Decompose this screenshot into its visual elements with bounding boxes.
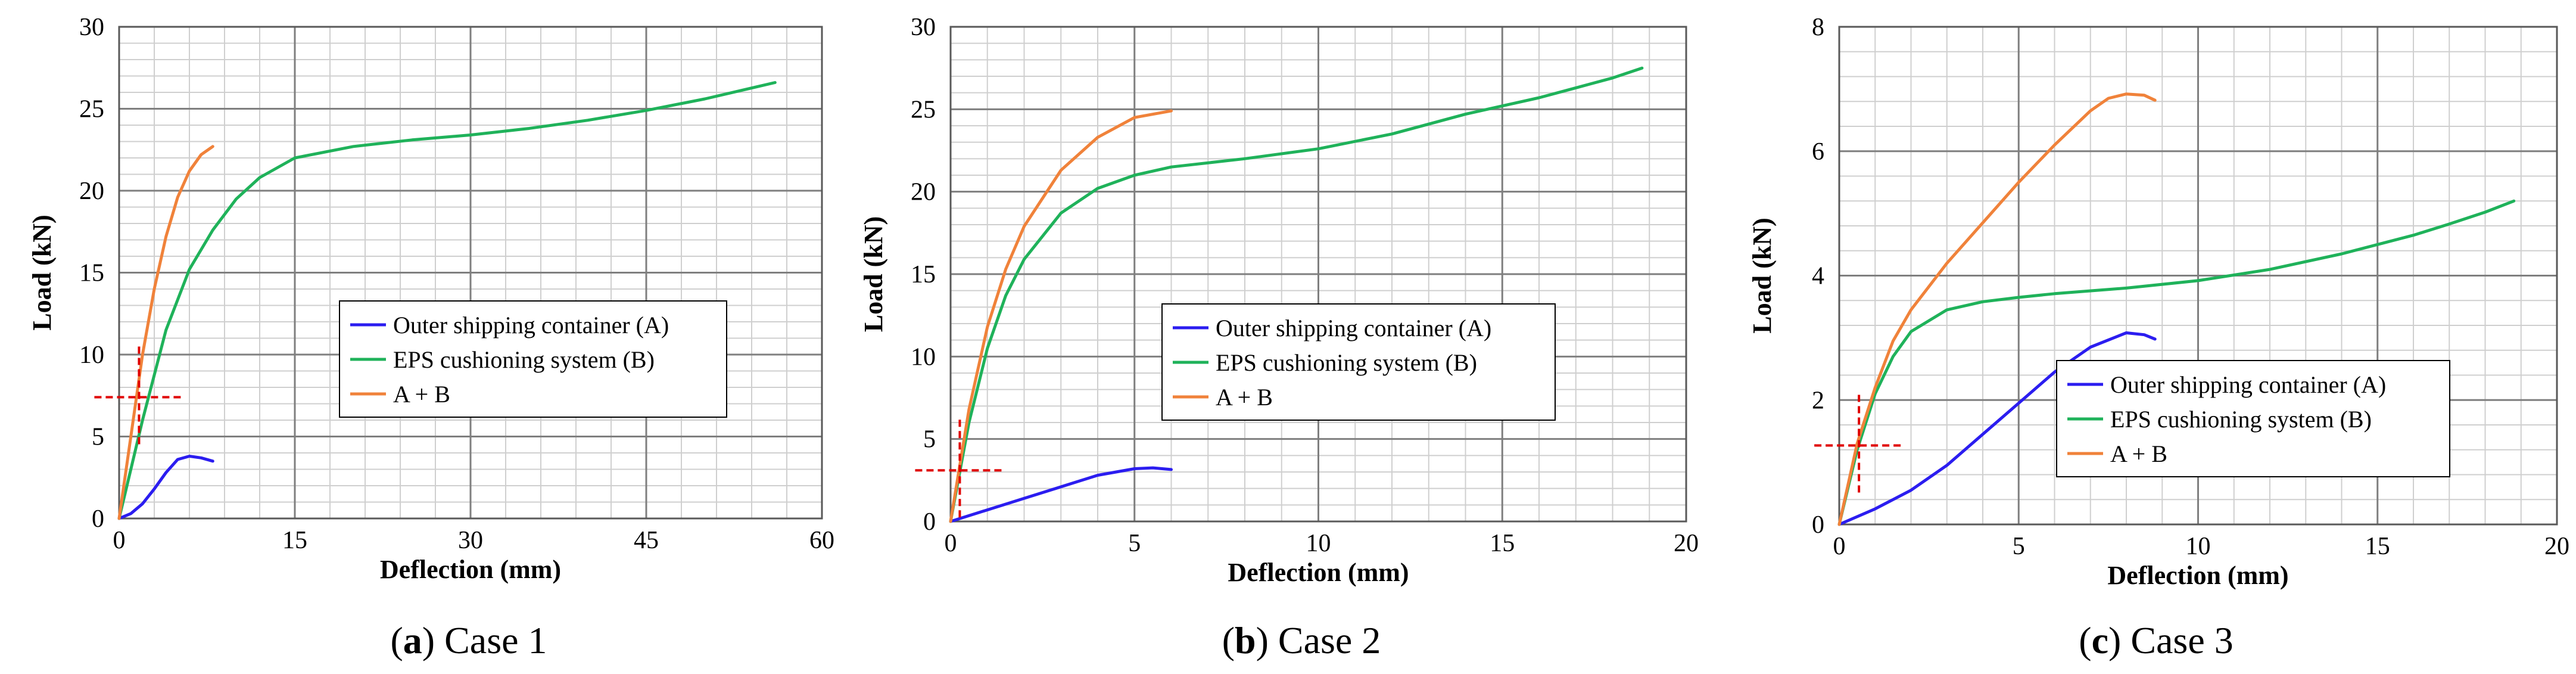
y-tick-labels: 0 5 10 15 20 25 30 <box>79 14 104 533</box>
x-tick-label: 15 <box>282 527 307 554</box>
y-tick-label: 0 <box>1812 511 1824 539</box>
legend-label: Outer shipping container (A) <box>2110 371 2386 398</box>
y-tick-labels: 0 5 10 15 20 25 30 <box>911 14 936 536</box>
x-tick-label: 60 <box>809 527 834 554</box>
series-line-combined <box>117 145 214 520</box>
x-tick-label: 10 <box>2186 533 2211 560</box>
y-tick-label: 30 <box>911 14 936 41</box>
x-tick-label: 15 <box>2365 533 2390 560</box>
chart-case-3: 0 5 10 15 20 0 2 4 6 8 Deflection (mm) Load (kN) Out… <box>1748 14 2570 590</box>
series-line-eps-cushioning <box>117 81 777 520</box>
legend-label: EPS cushioning system (B) <box>2110 406 2372 433</box>
y-tick-label: 0 <box>923 508 936 536</box>
legend-box <box>339 300 727 418</box>
x-axis-label: Deflection (mm) <box>1228 558 1409 587</box>
caption-letter: a <box>403 619 422 661</box>
caption-text: ) Case 2 <box>1256 619 1381 661</box>
legend-label: A + B <box>2110 440 2167 467</box>
x-tick-label: 5 <box>1128 530 1141 557</box>
x-tick-label: 20 <box>2544 533 2569 560</box>
series-group <box>1837 92 2516 526</box>
x-tick-label: 15 <box>1490 530 1515 557</box>
y-tick-label: 15 <box>79 260 104 287</box>
x-tick-label: 20 <box>1674 530 1699 557</box>
series-line-eps-cushioning <box>949 66 1644 523</box>
plot-border <box>118 26 823 520</box>
x-tick-label: 45 <box>634 527 659 554</box>
y-axis-label: Load (kN) <box>27 215 57 330</box>
x-tick-label: 5 <box>2013 533 2025 560</box>
x-tick-label: 30 <box>458 527 483 554</box>
x-tick-label: 0 <box>1833 533 1846 560</box>
legend: Outer shipping container (A) EPS cushioni… <box>1161 303 1556 421</box>
legend-label: Outer shipping container (A) <box>1216 315 1491 341</box>
marker-group <box>94 346 184 448</box>
y-tick-label: 2 <box>1812 387 1824 414</box>
y-tick-label: 4 <box>1812 263 1824 290</box>
chart-case-2: 0 5 10 15 20 0 5 10 15 20 25 30 Deflection (mm) Load … <box>859 14 1699 587</box>
grid <box>118 26 823 520</box>
legend-label: EPS cushioning system (B) <box>393 346 655 373</box>
caption-text: ) Case 3 <box>2108 619 2234 661</box>
y-axis-label: Load (kN) <box>1748 218 1777 333</box>
series-line-combined <box>949 109 1173 523</box>
marker-group <box>1814 395 1904 496</box>
caption-case-3: (c) Case 3 <box>2079 619 2234 661</box>
plot-border <box>1838 26 2558 526</box>
x-tick-label: 0 <box>945 530 957 557</box>
y-tick-label: 20 <box>79 178 104 205</box>
x-tick-label: 10 <box>1306 530 1331 557</box>
caption-letter: b <box>1235 619 1256 661</box>
legend-label: Outer shipping container (A) <box>393 312 669 338</box>
x-tick-labels: 0 5 10 15 20 <box>1833 533 2570 560</box>
caption-letter: c <box>2091 619 2108 661</box>
y-tick-label: 15 <box>911 261 936 288</box>
y-tick-label: 10 <box>911 343 936 371</box>
y-tick-labels: 0 2 4 6 8 <box>1812 14 1824 539</box>
series-line-combined <box>1837 92 2157 526</box>
caption-case-2: (b) Case 2 <box>1222 619 1381 661</box>
series-group <box>949 66 1644 523</box>
y-tick-label: 8 <box>1812 14 1824 41</box>
plot-border <box>949 26 1687 523</box>
y-tick-label: 5 <box>92 424 104 451</box>
x-axis-label: Deflection (mm) <box>380 555 561 584</box>
marker-group <box>915 420 1005 521</box>
series-line-outer-container <box>117 455 214 520</box>
y-tick-label: 25 <box>911 96 936 123</box>
legend-box <box>1161 303 1556 421</box>
y-tick-label: 0 <box>92 505 104 533</box>
series-group <box>117 81 777 520</box>
legend-label: EPS cushioning system (B) <box>1216 349 1477 376</box>
y-tick-label: 5 <box>923 426 936 454</box>
y-tick-label: 25 <box>79 96 104 123</box>
series-line-outer-container <box>1837 331 2157 526</box>
x-axis-label: Deflection (mm) <box>2107 561 2288 590</box>
y-tick-label: 30 <box>79 14 104 41</box>
x-tick-labels: 0 5 10 15 20 <box>945 530 1699 557</box>
legend: Outer shipping container (A) EPS cushioni… <box>339 300 727 418</box>
series-line-outer-container <box>949 466 1173 523</box>
y-tick-label: 6 <box>1812 138 1824 166</box>
y-axis-label: Load (kN) <box>859 216 888 332</box>
series-line-eps-cushioning <box>1837 199 2516 526</box>
caption-text: ) Case 1 <box>422 619 547 661</box>
x-tick-labels: 0 15 30 45 60 <box>113 527 835 554</box>
y-tick-label: 20 <box>911 179 936 206</box>
y-tick-label: 10 <box>79 341 104 369</box>
grid <box>949 26 1687 523</box>
legend-label: A + B <box>1216 384 1273 411</box>
x-tick-label: 0 <box>113 527 126 554</box>
legend-label: A + B <box>393 381 450 408</box>
caption-case-1: (a) Case 1 <box>390 619 547 661</box>
legend-box <box>2056 360 2450 477</box>
legend: Outer shipping container (A) EPS cushioni… <box>2056 360 2450 477</box>
